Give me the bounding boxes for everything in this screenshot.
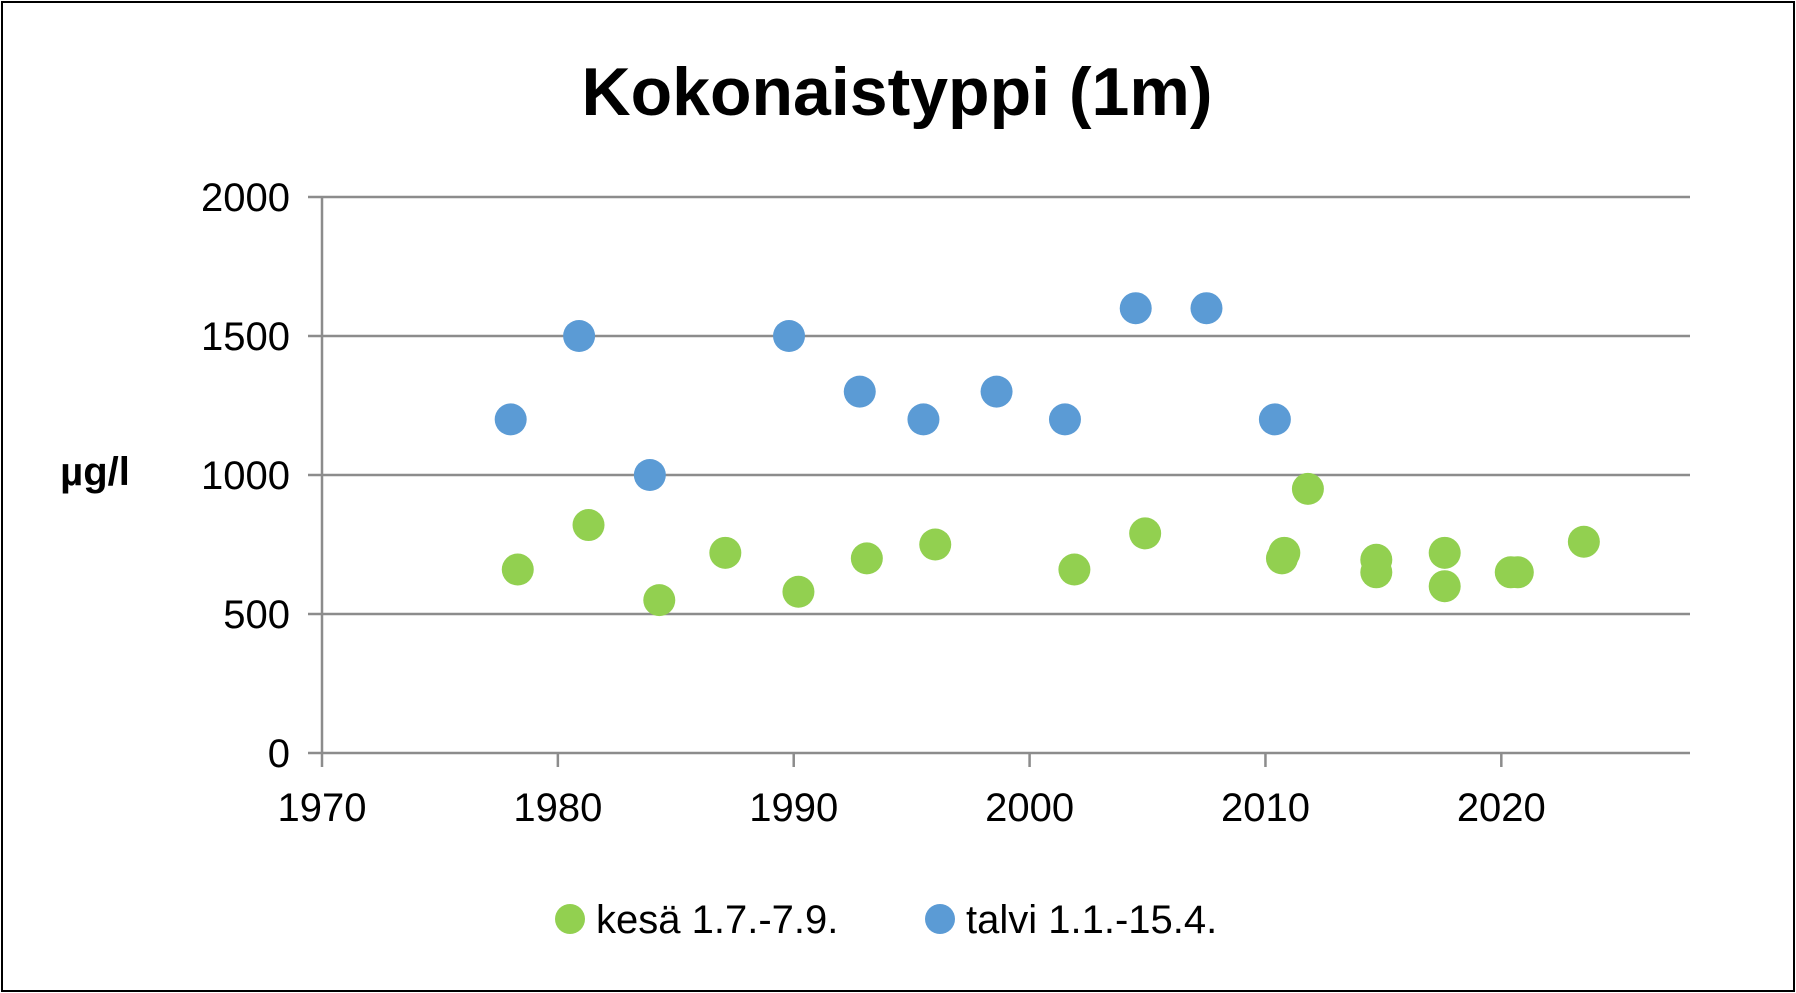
- y-tick-label-0: 0: [268, 732, 290, 776]
- point-talvi-5: [907, 403, 940, 436]
- y-tick-label-500: 500: [223, 593, 290, 637]
- point-talvi-1: [563, 320, 596, 352]
- chart-title: Kokonaistyppi (1m): [582, 54, 1213, 130]
- grid-lines: [322, 195, 1690, 616]
- point-kesa-17: [1501, 556, 1534, 589]
- x-tick-label-2020: 2020: [1457, 786, 1546, 830]
- point-kesa-15: [1428, 536, 1461, 569]
- point-kesa-14: [1428, 570, 1461, 603]
- data-points: [494, 292, 1600, 617]
- legend: kesä 1.7.-7.9. talvi 1.1.-15.4.: [555, 898, 1217, 942]
- point-talvi-0: [494, 403, 527, 436]
- axes: [308, 195, 1690, 767]
- point-talvi-6: [980, 375, 1013, 408]
- y-tick-label-2000: 2000: [201, 176, 290, 220]
- point-kesa-2: [643, 584, 676, 617]
- point-kesa-11: [1291, 472, 1324, 505]
- x-tick-label-2010: 2010: [1221, 786, 1310, 830]
- point-kesa-8: [1129, 517, 1162, 550]
- point-kesa-10: [1268, 536, 1301, 569]
- tick-labels: 0 500 1000 1500 2000 1970 1980 1990 2000 2010 2020: [201, 176, 1546, 830]
- point-talvi-2: [633, 459, 666, 491]
- point-talvi-3: [773, 320, 806, 352]
- x-tick-label-1980: 1980: [513, 786, 602, 830]
- point-kesa-6: [919, 528, 952, 561]
- point-talvi-4: [843, 375, 876, 408]
- series-1: [494, 292, 1291, 491]
- point-kesa-4: [782, 575, 815, 608]
- legend-label-0: kesä 1.7.-7.9.: [596, 898, 838, 942]
- point-talvi-10: [1258, 403, 1291, 436]
- point-talvi-9: [1190, 292, 1223, 325]
- y-tick-label-1000: 1000: [201, 454, 290, 498]
- point-talvi-8: [1119, 292, 1152, 325]
- x-tick-label-2000: 2000: [985, 786, 1074, 830]
- point-kesa-1: [572, 509, 605, 542]
- point-kesa-13: [1360, 543, 1393, 576]
- point-talvi-7: [1048, 403, 1081, 436]
- legend-label-1: talvi 1.1.-15.4.: [966, 898, 1217, 942]
- point-kesa-3: [709, 536, 742, 569]
- point-kesa-0: [501, 553, 534, 586]
- y-tick-label-1500: 1500: [201, 315, 290, 359]
- legend-marker-1: [925, 904, 955, 934]
- point-kesa-18: [1567, 525, 1600, 558]
- y-axis-label: µg/l: [60, 450, 130, 494]
- point-kesa-7: [1058, 553, 1091, 586]
- x-tick-label-1990: 1990: [749, 786, 838, 830]
- x-tick-label-1970: 1970: [278, 786, 367, 830]
- point-kesa-5: [850, 542, 883, 575]
- legend-marker-0: [555, 904, 585, 934]
- series-0: [501, 472, 1600, 617]
